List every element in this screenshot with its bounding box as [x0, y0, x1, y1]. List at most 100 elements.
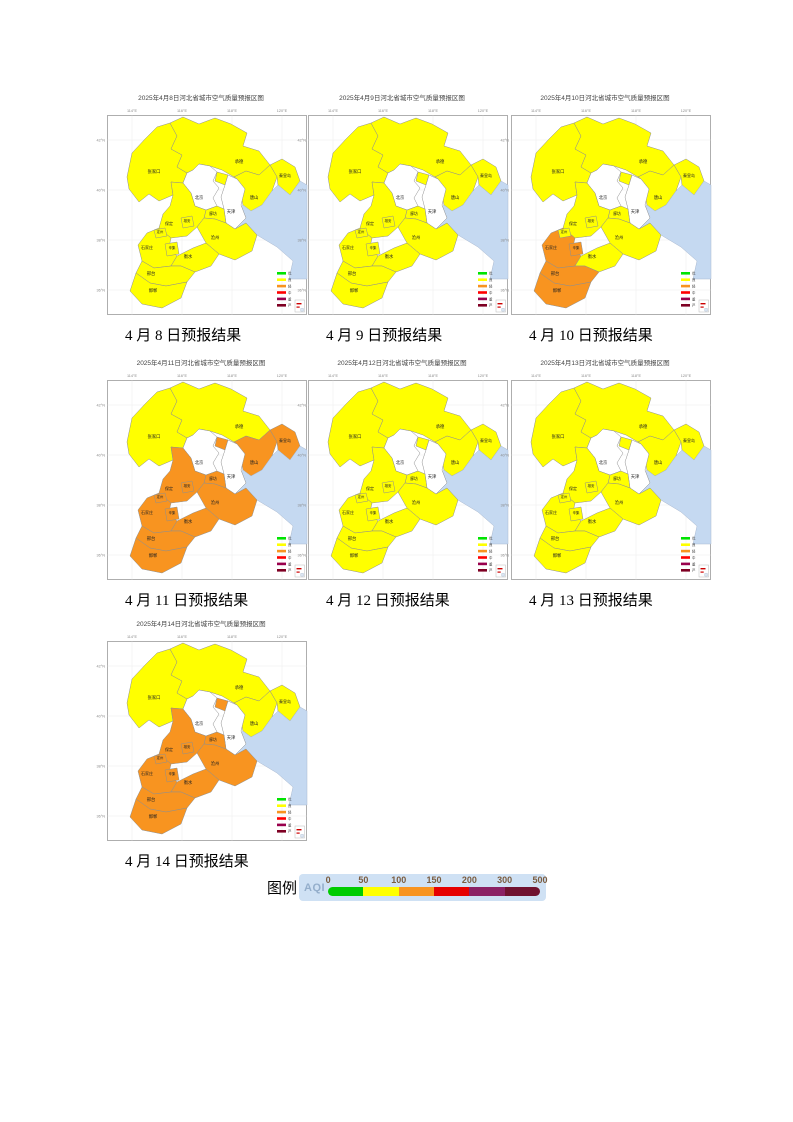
city-label-beijing: 北京 — [195, 720, 204, 727]
city-label-cangzhou: 沧州 — [412, 234, 421, 241]
map-inset-icon — [495, 299, 506, 313]
city-label-handan: 邯郸 — [553, 552, 562, 559]
mini-legend-label: 轻 — [288, 810, 292, 815]
city-label-cangzhou: 沧州 — [211, 499, 220, 506]
map-inset-icon — [698, 299, 709, 313]
lon-tick-label: 114°E — [328, 109, 339, 113]
city-label-tangshan: 唐山 — [654, 194, 663, 201]
lat-tick-label: 36°N — [501, 553, 510, 557]
lat-tick-label: 42°N — [97, 403, 106, 407]
mini-legend-label: 重 — [692, 561, 696, 566]
city-label-zhangjiakou: 张家口 — [349, 433, 362, 440]
aqi-tick-0: 0 — [325, 875, 331, 885]
city-label-shijiazhuang: 石家庄 — [141, 770, 153, 776]
lon-tick-label: 116°E — [177, 374, 188, 378]
lon-tick-label: 120°E — [478, 374, 489, 378]
city-label-handan: 邯郸 — [350, 287, 359, 294]
lat-tick-label: 42°N — [97, 138, 106, 142]
city-label-hengshui: 衡水 — [588, 253, 597, 260]
city-label-hengshui: 衡水 — [588, 518, 597, 525]
mini-legend-label: 重 — [692, 296, 696, 301]
city-label-xingtai: 邢台 — [147, 535, 156, 542]
aqi-tick-300: 300 — [497, 875, 513, 885]
city-label-shijiazhuang: 石家庄 — [342, 509, 354, 515]
city-label-langfang: 廊坊 — [209, 476, 217, 481]
lat-tick-label: 40°N — [298, 188, 307, 192]
city-label-shijiazhuang: 石家庄 — [141, 509, 153, 515]
lat-tick-label: 38°N — [501, 238, 510, 242]
city-label-xinji: 辛集 — [370, 510, 377, 515]
city-label-tianjin: 天津 — [428, 473, 437, 480]
aqi-bar-segment-3 — [398, 887, 435, 896]
city-label-handan: 邯郸 — [553, 287, 562, 294]
hebei-aqi-map: 114°E 42°N 116°E 40°N 118°E 38°N 120°E 36°N 张家口 承… — [97, 635, 308, 841]
city-label-zhangjiakou: 张家口 — [349, 168, 362, 175]
region-cangzhou — [196, 743, 258, 787]
lat-tick-label: 36°N — [97, 553, 106, 557]
lat-tick-label: 42°N — [298, 403, 307, 407]
city-label-xiongan: 雄安 — [184, 744, 191, 749]
region-handan — [129, 537, 188, 574]
mini-legend-label: 重 — [489, 296, 493, 301]
region-cangzhou — [397, 217, 459, 261]
mini-legend-label: 轻 — [692, 284, 696, 289]
city-label-beijing: 北京 — [599, 194, 608, 201]
mini-legend-label: 中 — [288, 290, 292, 295]
city-label-tianjin: 天津 — [227, 473, 236, 480]
lat-tick-label: 42°N — [97, 664, 106, 668]
lon-tick-label: 116°E — [177, 635, 188, 639]
lon-tick-label: 118°E — [227, 374, 238, 378]
region-handan — [129, 798, 188, 835]
map-title: 2025年4月14日河北省城市空气质量预报区图 — [136, 621, 266, 628]
map-title: 2025年4月10日河北省城市空气质量预报区图 — [540, 95, 670, 102]
city-label-xingtai: 邢台 — [147, 270, 156, 277]
city-label-dingzhou: 定州 — [157, 494, 164, 499]
city-label-baoding: 保定 — [165, 485, 173, 491]
city-label-dingzhou: 定州 — [561, 494, 568, 499]
city-label-xinji: 辛集 — [573, 245, 580, 250]
city-label-langfang: 廊坊 — [613, 476, 621, 481]
mini-legend-label: 严 — [288, 830, 292, 834]
mini-legend-label: 严 — [692, 304, 696, 308]
lon-tick-label: 118°E — [428, 109, 439, 113]
lon-tick-label: 114°E — [531, 109, 542, 113]
city-label-beijing: 北京 — [195, 194, 204, 201]
city-label-xiongan: 雄安 — [588, 218, 595, 223]
city-label-baoding: 保定 — [165, 220, 173, 226]
map-caption: 4 月 13 日预报结果 — [529, 593, 653, 609]
mini-legend-label: 优 — [288, 536, 292, 541]
region-baoding — [359, 181, 408, 239]
city-label-xiongan: 雄安 — [184, 483, 191, 488]
lat-tick-label: 36°N — [298, 288, 307, 292]
region-xiongan — [584, 480, 599, 494]
city-label-tangshan: 唐山 — [451, 194, 460, 201]
city-label-handan: 邯郸 — [149, 552, 158, 559]
city-label-xingtai: 邢台 — [348, 270, 357, 277]
city-label-qinhuangdao: 秦皇岛 — [279, 172, 291, 178]
city-label-beijing: 北京 — [195, 459, 204, 466]
city-label-shijiazhuang: 石家庄 — [141, 244, 153, 250]
city-label-handan: 邯郸 — [149, 287, 158, 294]
map-caption: 4 月 10 日预报结果 — [529, 328, 653, 344]
city-label-chengde: 承德 — [639, 423, 648, 430]
city-label-xinji: 辛集 — [573, 510, 580, 515]
city-label-chengde: 承德 — [639, 158, 648, 165]
region-xiongan — [381, 480, 396, 494]
lat-tick-label: 40°N — [298, 453, 307, 457]
mini-legend-label: 良 — [692, 542, 696, 547]
mini-legend-label: 优 — [692, 536, 696, 541]
city-label-handan: 邯郸 — [149, 813, 158, 820]
city-label-shijiazhuang: 石家庄 — [342, 244, 354, 250]
lat-tick-label: 40°N — [501, 453, 510, 457]
city-label-hengshui: 衡水 — [184, 518, 193, 525]
lon-tick-label: 120°E — [277, 374, 288, 378]
city-label-tangshan: 唐山 — [654, 459, 663, 466]
city-label-tianjin: 天津 — [631, 208, 640, 215]
lat-tick-label: 36°N — [298, 553, 307, 557]
lat-tick-label: 38°N — [501, 503, 510, 507]
city-label-chengde: 承德 — [436, 423, 445, 430]
city-label-xingtai: 邢台 — [147, 796, 156, 803]
lon-tick-label: 116°E — [378, 109, 389, 113]
region-xiongan — [180, 480, 195, 494]
forecast-map-2: 2025年4月9日河北省城市空气质量预报区图 114°E 42°N 116°E 40°N… — [294, 94, 510, 345]
